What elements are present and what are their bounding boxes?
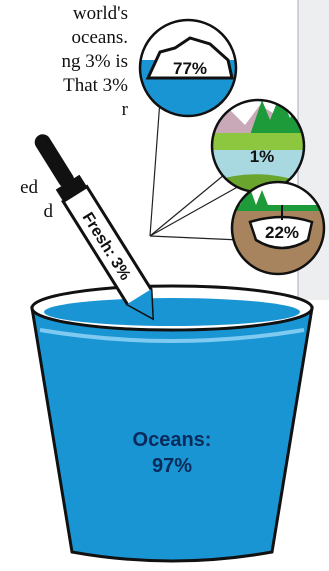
text-line: oceans. [72,27,128,48]
bucket-value: 97% [152,455,192,477]
circle-label: 22% [265,223,299,242]
text-line: That 3% [63,75,128,96]
circle-label: 77% [173,59,207,78]
connectors [149,99,251,241]
text-line: ed [20,177,38,198]
text-line: world's [73,3,128,24]
bucket-label: Oceans: [133,429,212,451]
text-line: ng 3% is [62,51,129,72]
text-line: r [122,99,129,120]
text-line: d [44,201,54,222]
ground-circle: 22% [230,180,326,276]
bucket: Oceans: 97% [30,284,314,563]
circle-label: 1% [250,147,275,166]
